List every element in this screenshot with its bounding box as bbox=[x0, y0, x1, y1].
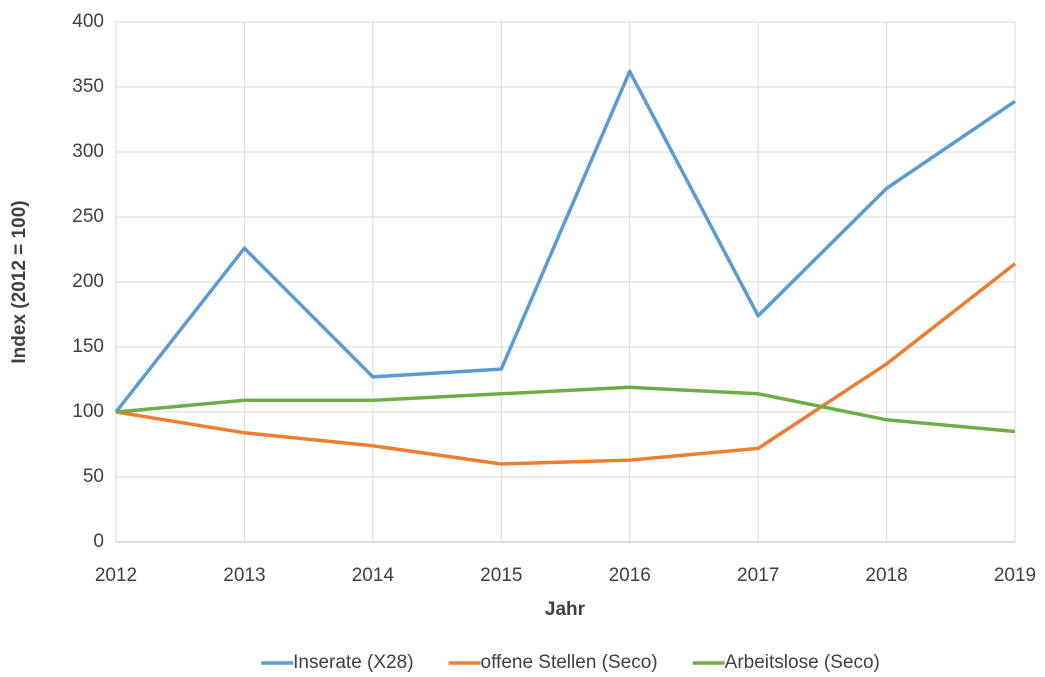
x-tick-label: 2013 bbox=[223, 565, 265, 586]
x-tick-label: 2017 bbox=[737, 565, 779, 586]
y-tick-label: 0 bbox=[93, 531, 104, 552]
legend-label: offene Stellen (Seco) bbox=[481, 652, 658, 673]
series-line bbox=[115, 385, 1016, 434]
x-tick-label: 2015 bbox=[480, 565, 522, 586]
y-tick-label: 150 bbox=[72, 336, 104, 357]
series-line bbox=[114, 69, 1016, 414]
x-tick-label: 2018 bbox=[865, 565, 907, 586]
y-tick-label: 400 bbox=[72, 11, 104, 32]
y-tick-label: 100 bbox=[72, 401, 104, 422]
legend-label: Arbeitslose (Seco) bbox=[725, 652, 880, 673]
x-tick-label: 2016 bbox=[609, 565, 651, 586]
legend-label: Inserate (X28) bbox=[293, 652, 413, 673]
y-tick-label: 300 bbox=[72, 141, 104, 162]
y-tick-label: 200 bbox=[72, 271, 104, 292]
x-tick-label: 2012 bbox=[95, 565, 137, 586]
x-tick-label: 2019 bbox=[994, 565, 1036, 586]
y-tick-label: 250 bbox=[72, 206, 104, 227]
x-axis-label: Jahr bbox=[545, 599, 586, 620]
y-axis-label: Index (2012 = 100) bbox=[9, 200, 30, 363]
y-tick-label: 350 bbox=[72, 76, 104, 97]
y-tick-label: 50 bbox=[83, 466, 104, 487]
x-tick-label: 2014 bbox=[352, 565, 395, 586]
series-line bbox=[115, 262, 1017, 466]
